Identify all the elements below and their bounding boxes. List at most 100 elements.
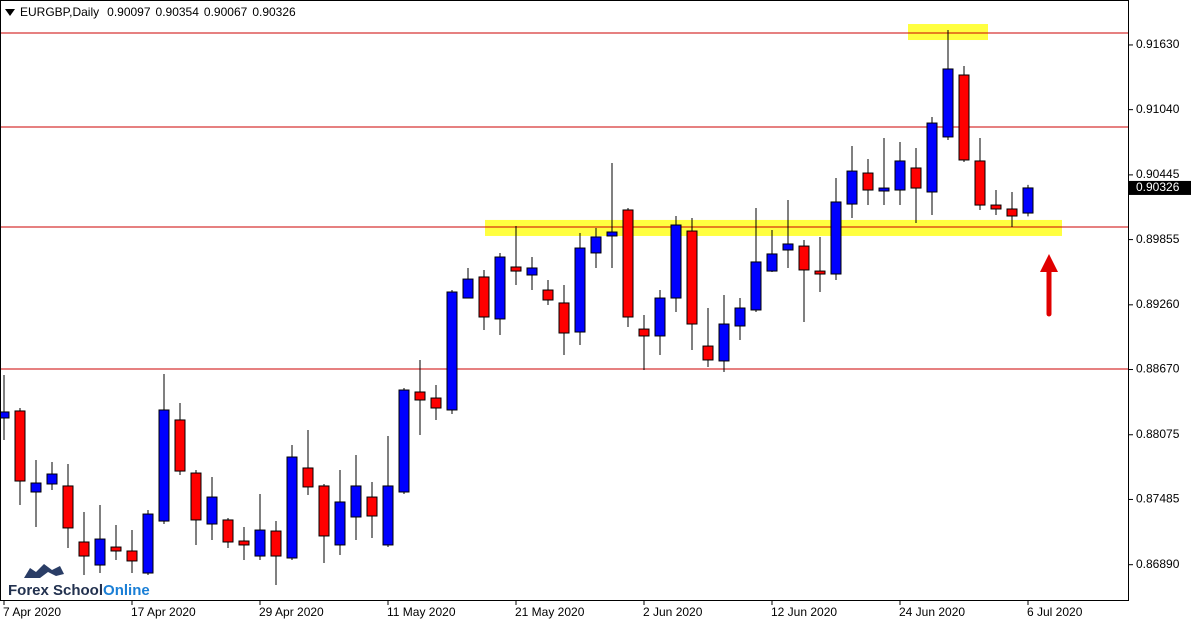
x-tick-label: 24 Jun 2020 (899, 605, 965, 619)
candle-body (478, 276, 490, 318)
candle-body (494, 256, 506, 320)
candle-body (110, 546, 122, 552)
candle-body (526, 267, 538, 276)
last-high: 0.90354 (156, 5, 200, 19)
y-tick-label: 0.88075 (1136, 427, 1180, 441)
candle-body (670, 224, 682, 299)
candle-body (366, 496, 378, 517)
candle-body (622, 209, 634, 318)
candle-body (782, 243, 794, 251)
y-tick-label: 0.87485 (1136, 492, 1180, 506)
candle-body (750, 261, 762, 311)
logo-icon (24, 564, 64, 578)
candle-body (158, 409, 170, 522)
candle-body (254, 529, 266, 557)
logo-text: Forex SchoolOnline (8, 582, 150, 599)
x-tick-label: 6 Jul 2020 (1027, 605, 1083, 619)
candle-body (318, 485, 330, 537)
x-tick-label: 21 May 2020 (515, 605, 585, 619)
y-tick-label: 0.86890 (1136, 557, 1180, 571)
candle-body (446, 291, 458, 411)
candle-body (126, 550, 138, 562)
candle-body (414, 391, 426, 401)
candle-body (30, 482, 42, 493)
last-close: 0.90326 (252, 5, 296, 19)
y-tick-label: 0.90445 (1136, 167, 1180, 181)
candle-body (382, 485, 394, 546)
candle-body (206, 496, 218, 525)
candle-body (142, 513, 154, 574)
candle-body (942, 68, 954, 138)
y-tick-label: 0.88670 (1136, 362, 1180, 376)
candle-body (94, 538, 106, 566)
candle-body (222, 519, 234, 543)
y-tick-label: 0.89855 (1136, 232, 1180, 246)
price-label-box (1129, 180, 1191, 195)
candle-body (302, 467, 314, 488)
y-tick-label: 0.89260 (1136, 297, 1180, 311)
plot-frame (0, 0, 1129, 601)
candle-body (334, 501, 346, 546)
candle-body (350, 485, 362, 518)
symbol: EURGBP,Daily (20, 5, 99, 19)
logo-suffix: Online (103, 582, 150, 599)
candle-body (990, 204, 1002, 210)
candle-body (638, 328, 650, 337)
candle-body (1022, 187, 1034, 214)
candle-body (718, 323, 730, 362)
candle-body (654, 297, 666, 337)
candle-body (510, 266, 522, 272)
candle-body (974, 160, 986, 206)
candle-body (286, 456, 298, 559)
candle-body (190, 472, 202, 521)
x-tick-label: 29 Apr 2020 (259, 605, 324, 619)
menu-triangle (5, 9, 15, 16)
y-tick-label: 0.91630 (1136, 37, 1180, 51)
candle-body (78, 541, 90, 557)
candle-body (734, 307, 746, 327)
candle-body (462, 278, 474, 299)
arrow-head (1040, 254, 1058, 272)
candle-body (686, 230, 698, 325)
candle-body (174, 419, 186, 472)
candle-body (926, 122, 938, 193)
price-label: 0.90326 (1136, 180, 1180, 194)
candle-body (14, 410, 26, 482)
candle-body (766, 253, 778, 272)
front-layer: 0.91630 0.91040 0.90445 0.89855 0.89260 0.886… (3, 37, 1191, 619)
logo: Forex SchoolOnline (8, 564, 150, 599)
candle-body (910, 167, 922, 189)
x-tick-label: 7 Apr 2020 (3, 605, 61, 619)
candle-body (814, 270, 826, 275)
candle-body (574, 247, 586, 333)
candle-body (798, 245, 810, 271)
candle-body (542, 289, 554, 301)
candle-body (878, 187, 890, 192)
x-tick-label: 12 Jun 2020 (771, 605, 837, 619)
candle-body (1006, 208, 1018, 217)
last-low: 0.90067 (204, 5, 248, 19)
candle-body (430, 397, 442, 409)
candles (0, 30, 1034, 585)
candle-body (830, 201, 842, 275)
header: EURGBP,Daily 0.90097 0.90354 0.90067 0.90326 (20, 5, 296, 19)
last-open: 0.90097 (107, 5, 151, 19)
candle-body (894, 160, 906, 191)
candle-body (238, 540, 250, 546)
candle-body (270, 530, 282, 557)
x-tick-label: 11 May 2020 (387, 605, 456, 619)
zone (485, 219, 1062, 236)
logo-name: Forex School (8, 582, 103, 599)
red-arrow (1040, 254, 1058, 317)
candle-body (62, 485, 74, 529)
candle-body (46, 473, 58, 485)
candle-body (558, 302, 570, 334)
x-tick-label: 2 Jun 2020 (643, 605, 703, 619)
candle-body (958, 74, 970, 161)
candle-body (0, 411, 10, 419)
y-tick-label: 0.91040 (1136, 102, 1180, 116)
x-tick-label: 17 Apr 2020 (131, 605, 196, 619)
candle-body (702, 345, 714, 361)
candle-body (862, 172, 874, 191)
